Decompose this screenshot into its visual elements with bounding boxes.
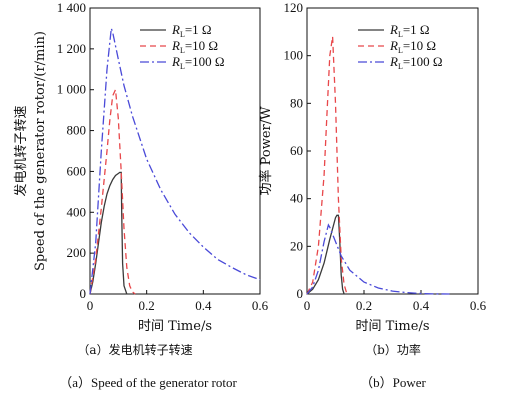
- legend-label: RL=100 Ω: [171, 54, 225, 71]
- caption-b-zh: （b）功率: [365, 342, 421, 357]
- x-axis-label: 时间 Time/s: [138, 319, 212, 334]
- legend-label: RL=10 Ω: [171, 38, 218, 55]
- x-tick-label: 0.6: [470, 298, 487, 313]
- legend-label: RL=100 Ω: [389, 54, 443, 71]
- y-tick-label: 80: [290, 95, 303, 110]
- x-tick-label: 0.2: [356, 298, 372, 313]
- legend-label: RL=1 Ω: [171, 22, 212, 39]
- x-tick-label: 0.6: [252, 298, 269, 313]
- caption-a-zh: （a）发电机转子转速: [77, 342, 192, 357]
- y-tick-label: 40: [290, 191, 303, 206]
- legend-label: RL=10 Ω: [389, 38, 436, 55]
- y-tick-label: 400: [67, 204, 87, 219]
- y-tick-label: 800: [67, 123, 87, 138]
- legend-label: RL=1 Ω: [389, 22, 430, 39]
- caption-b-en: （b）Power: [360, 375, 426, 390]
- chart-b-power: 0 0.2 0.4 0.6 0 20 40 60 80 100 120 时间 Time/s 功率 Pow…: [258, 0, 487, 334]
- y-tick-label: 1 400: [57, 0, 86, 15]
- y-tick-label: 200: [67, 245, 87, 260]
- y-tick-label: 20: [290, 238, 303, 253]
- x-tick-label: 0.4: [413, 298, 430, 313]
- plot-frame: [89, 7, 261, 295]
- y-tick-label: 600: [67, 163, 87, 178]
- y-tick-label: 1 000: [57, 82, 86, 97]
- y-axis-label: Speed of the generator rotor/(r/min): [33, 31, 48, 271]
- y-tick-label: 0: [80, 286, 87, 301]
- y-tick-label: 1 200: [57, 41, 86, 56]
- series-line: [306, 223, 450, 295]
- series-line: [89, 87, 136, 295]
- y-axis-label: 发电机转子转速: [13, 105, 29, 196]
- y-tick-label: 100: [284, 48, 304, 63]
- x-axis-label: 时间 Time/s: [355, 319, 429, 334]
- series-line: [306, 214, 345, 295]
- x-tick-label: 0.4: [195, 298, 212, 313]
- y-tick-label: 0: [297, 286, 304, 301]
- series-line: [306, 36, 348, 295]
- y-tick-label: 60: [290, 143, 303, 158]
- chart-a-speed: 0 0.2 0.4 0.6 0 200 400 600 800 1 000 1 200 1 400 时间…: [13, 0, 269, 334]
- x-tick-label: 0: [87, 298, 94, 313]
- y-tick-label: 120: [284, 0, 304, 15]
- series-line: [89, 28, 261, 295]
- caption-a-en: （a）Speed of the generator rotor: [59, 375, 237, 390]
- x-tick-label: 0: [304, 298, 311, 313]
- series-line: [89, 171, 128, 295]
- x-tick-label: 0.2: [139, 298, 155, 313]
- y-axis-label: 功率 Power/W: [258, 106, 274, 196]
